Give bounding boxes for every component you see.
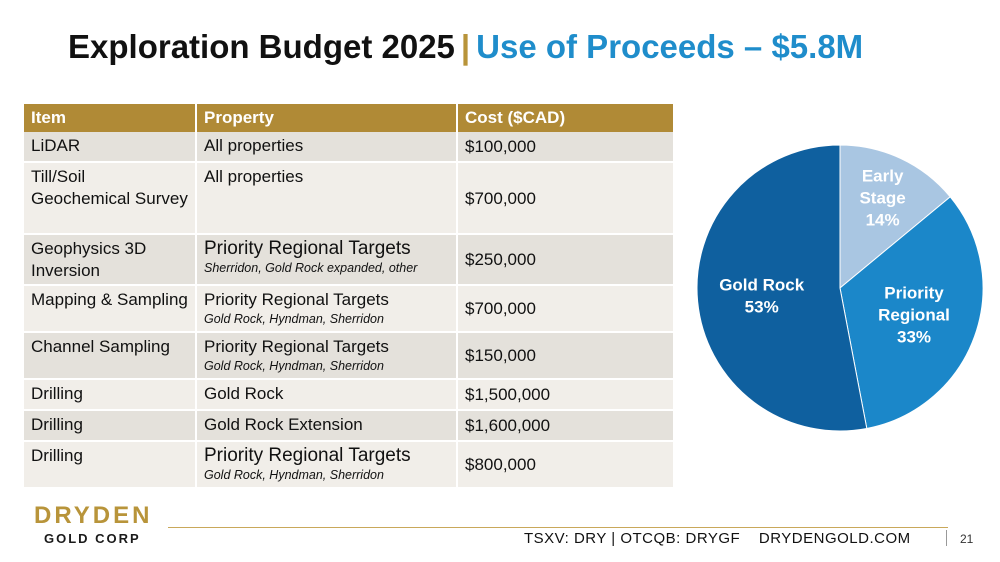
title-main: Exploration Budget 2025 bbox=[68, 28, 455, 65]
pie-slice-gold-rock bbox=[696, 144, 868, 432]
cost-cell: $700,000 bbox=[457, 285, 675, 333]
footer-separator bbox=[946, 530, 947, 546]
pie-category-label: Priority bbox=[884, 284, 944, 303]
table-row: Till/Soil Geochemical Survey All propert… bbox=[24, 162, 675, 235]
column-header-cost: Cost ($CAD) bbox=[457, 104, 675, 132]
property-cell: Priority Regional Targets Gold Rock, Hynd… bbox=[196, 332, 458, 380]
property-name: Priority Regional Targets bbox=[204, 290, 389, 309]
item-cell: Geophysics 3D Inversion bbox=[24, 234, 197, 286]
item-cell: Drilling bbox=[24, 410, 197, 442]
pie-value-label: 33% bbox=[897, 328, 931, 347]
column-header-property: Property bbox=[196, 104, 458, 132]
property-cell: Priority Regional Targets Gold Rock, Hynd… bbox=[196, 285, 458, 333]
budget-table: Item Property Cost ($CAD) LiDAR All prop… bbox=[24, 104, 675, 489]
website-link[interactable]: DRYDENGOLD.COM bbox=[758, 530, 911, 547]
item-cell: Drilling bbox=[24, 379, 197, 411]
table-row: Mapping & Sampling Priority Regional Tar… bbox=[24, 285, 675, 333]
column-header-item: Item bbox=[24, 104, 197, 132]
cost-cell: $150,000 bbox=[457, 332, 675, 380]
item-cell: Till/Soil Geochemical Survey bbox=[24, 162, 197, 235]
property-cell: Gold Rock bbox=[196, 379, 458, 411]
property-name: All properties bbox=[204, 136, 304, 155]
footer-divider bbox=[168, 527, 948, 528]
item-cell: Channel Sampling bbox=[24, 332, 197, 380]
table-row: Channel Sampling Priority Regional Targe… bbox=[24, 332, 675, 380]
logo-wordmark: DRYDEN bbox=[34, 502, 153, 529]
pie-category-label: Stage bbox=[859, 188, 905, 207]
table-row: Drilling Gold Rock Extension $1,600,000 bbox=[24, 410, 675, 442]
property-cell: Priority Regional Targets Sherridon, Gold… bbox=[196, 234, 458, 286]
pie-chart: Early Stage 14% Priority Regional 33% Gold Roc… bbox=[696, 144, 984, 432]
pie-value-label: 14% bbox=[866, 210, 900, 229]
page-title: Exploration Budget 2025 | Use of Proceeds … bbox=[68, 24, 863, 70]
table-row: Geophysics 3D Inversion Priority Regiona… bbox=[24, 234, 675, 286]
table-row: LiDAR All properties $100,000 bbox=[24, 132, 675, 163]
pie-label-gold-rock: Gold Rock 53% bbox=[719, 275, 805, 316]
pie-label-priority-regional: Priority Regional 33% bbox=[878, 284, 950, 347]
table-row: Drilling Priority Regional Targets Gold R… bbox=[24, 441, 675, 489]
pie-label-early-stage: Early Stage 14% bbox=[859, 166, 905, 229]
logo-subtitle: GOLD CORP bbox=[44, 531, 141, 546]
page-number: 21 bbox=[960, 532, 974, 546]
cost-cell: $250,000 bbox=[457, 234, 675, 286]
table-header-row: Item Property Cost ($CAD) bbox=[24, 104, 675, 132]
property-name: All properties bbox=[204, 167, 304, 186]
title-separator: | bbox=[460, 28, 471, 65]
property-cell: Priority Regional Targets Gold Rock, Hynd… bbox=[196, 441, 458, 489]
property-name: Gold Rock Extension bbox=[204, 415, 363, 434]
property-name: Priority Regional Targets bbox=[204, 337, 389, 356]
property-note: Sherridon, Gold Rock expanded, other bbox=[204, 261, 418, 275]
pie-slice-early-stage bbox=[839, 144, 951, 290]
property-note: Gold Rock, Hyndman, Sherridon bbox=[204, 468, 384, 482]
table-row: Drilling Gold Rock $1,500,000 bbox=[24, 379, 675, 411]
property-note: Gold Rock, Hyndman, Sherridon bbox=[204, 359, 384, 373]
cost-cell: $700,000 bbox=[457, 162, 675, 235]
property-cell: All properties bbox=[196, 132, 458, 163]
company-logo: DRYDEN GOLD CORP bbox=[34, 502, 153, 547]
cost-cell: $1,600,000 bbox=[457, 410, 675, 442]
property-name: Priority Regional Targets bbox=[204, 445, 411, 466]
pie-slice-priority-regional bbox=[839, 196, 984, 430]
pie-category-label: Early bbox=[862, 166, 904, 185]
cost-cell: $100,000 bbox=[457, 132, 675, 163]
property-cell: All properties bbox=[196, 162, 458, 235]
property-name: Priority Regional Targets bbox=[204, 238, 411, 259]
cost-cell: $1,500,000 bbox=[457, 379, 675, 411]
pie-category-label: Regional bbox=[878, 306, 950, 325]
property-cell: Gold Rock Extension bbox=[196, 410, 458, 442]
item-cell: Mapping & Sampling bbox=[24, 285, 197, 333]
property-name: Gold Rock bbox=[204, 384, 284, 403]
pie-category-label: Gold Rock bbox=[719, 275, 805, 294]
pie-value-label: 53% bbox=[745, 297, 779, 316]
cost-cell: $800,000 bbox=[457, 441, 675, 489]
ticker-symbols: TSXV: DRY | OTCQB: DRYGF bbox=[524, 530, 741, 547]
item-cell: Drilling bbox=[24, 441, 197, 489]
title-accent: Use of Proceeds – $5.8M bbox=[476, 28, 864, 65]
footer-info: TSXV: DRY | OTCQB: DRYGF DRYDENGOLD.COM bbox=[524, 530, 911, 547]
property-note: Gold Rock, Hyndman, Sherridon bbox=[204, 312, 384, 326]
item-cell: LiDAR bbox=[24, 132, 197, 163]
